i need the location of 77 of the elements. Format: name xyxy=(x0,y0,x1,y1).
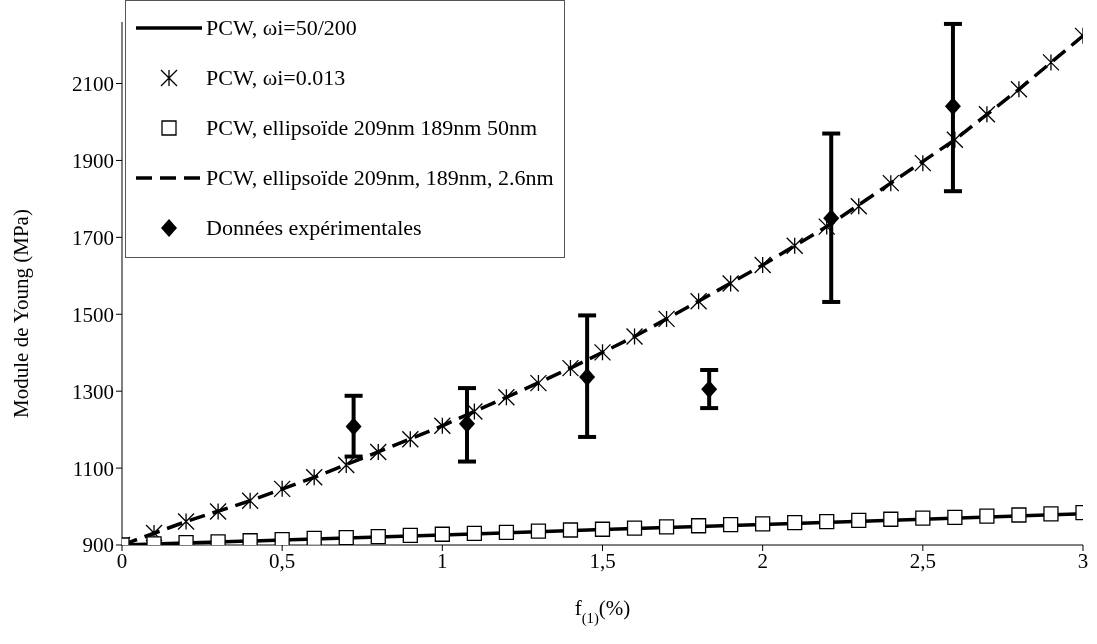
legend-label: PCW, ellipsoïde 209nm 189nm 50nm xyxy=(206,115,538,141)
y-tick-label: 1700 xyxy=(72,225,114,250)
point xyxy=(690,518,707,534)
point xyxy=(498,524,515,540)
point xyxy=(433,417,451,435)
point xyxy=(721,274,740,293)
point xyxy=(625,327,644,346)
point xyxy=(1011,507,1027,523)
legend-label: PCW, ellipsoïde 209nm, 189nm, 2.6nm xyxy=(206,165,554,191)
point xyxy=(882,174,900,192)
x-tick-label: 1 xyxy=(437,548,448,573)
point xyxy=(594,521,611,537)
point xyxy=(306,530,322,545)
point xyxy=(579,367,596,386)
y-tick-label: 1100 xyxy=(72,456,114,481)
point xyxy=(273,480,291,498)
point xyxy=(689,292,708,310)
point xyxy=(754,256,772,274)
point xyxy=(242,533,258,545)
point xyxy=(850,197,868,215)
x-tick-label: 3 xyxy=(1077,548,1089,573)
point xyxy=(915,510,931,526)
point xyxy=(562,522,579,538)
legend-label: PCW, ωi=0.013 xyxy=(206,65,346,91)
point xyxy=(851,512,867,529)
y-tick-label: 900 xyxy=(82,533,114,558)
point xyxy=(338,530,354,545)
point xyxy=(466,525,483,542)
point xyxy=(209,502,227,521)
x-tick-label: 0 xyxy=(116,548,128,573)
point xyxy=(561,359,580,377)
point xyxy=(819,513,835,530)
point xyxy=(786,237,804,255)
point xyxy=(241,492,259,510)
point xyxy=(434,526,450,542)
point xyxy=(1043,506,1059,522)
y-tick-label: 1300 xyxy=(72,379,114,404)
point xyxy=(914,154,932,172)
point xyxy=(979,508,995,524)
point xyxy=(370,528,386,545)
point xyxy=(722,516,739,533)
point xyxy=(1042,53,1060,72)
y-tick-label: 1500 xyxy=(72,302,114,327)
point xyxy=(701,380,718,399)
point xyxy=(402,527,418,544)
legend-label: PCW, ωi=50/200 xyxy=(206,15,357,41)
point xyxy=(497,388,516,406)
legend-label: Données expérimentales xyxy=(206,215,422,241)
x-tick-label: 1,5 xyxy=(589,548,616,573)
point xyxy=(305,468,323,486)
point xyxy=(944,97,961,116)
y-axis-title: Module de Young (MPa) xyxy=(9,209,33,418)
point xyxy=(369,443,387,461)
point xyxy=(947,509,963,525)
point xyxy=(883,511,899,527)
x-axis-title: f$_{(1)}$(%) xyxy=(574,596,631,627)
point xyxy=(401,430,419,448)
point xyxy=(787,515,803,531)
point xyxy=(626,520,643,536)
point xyxy=(529,374,548,392)
y-tick-label: 2100 xyxy=(72,71,114,96)
point xyxy=(978,105,996,123)
point xyxy=(657,310,676,328)
point xyxy=(658,519,675,535)
point xyxy=(177,512,195,531)
point xyxy=(345,417,362,436)
x-tick-label: 0,5 xyxy=(269,548,296,573)
point xyxy=(946,131,964,149)
point xyxy=(530,523,547,539)
point xyxy=(274,531,290,545)
y-tick-label: 1900 xyxy=(72,148,114,173)
point xyxy=(593,343,612,361)
x-tick-label: 2 xyxy=(757,548,768,573)
point xyxy=(1010,80,1028,98)
point xyxy=(755,516,771,532)
point xyxy=(337,456,355,474)
x-tick-label: 2,5 xyxy=(909,548,936,573)
